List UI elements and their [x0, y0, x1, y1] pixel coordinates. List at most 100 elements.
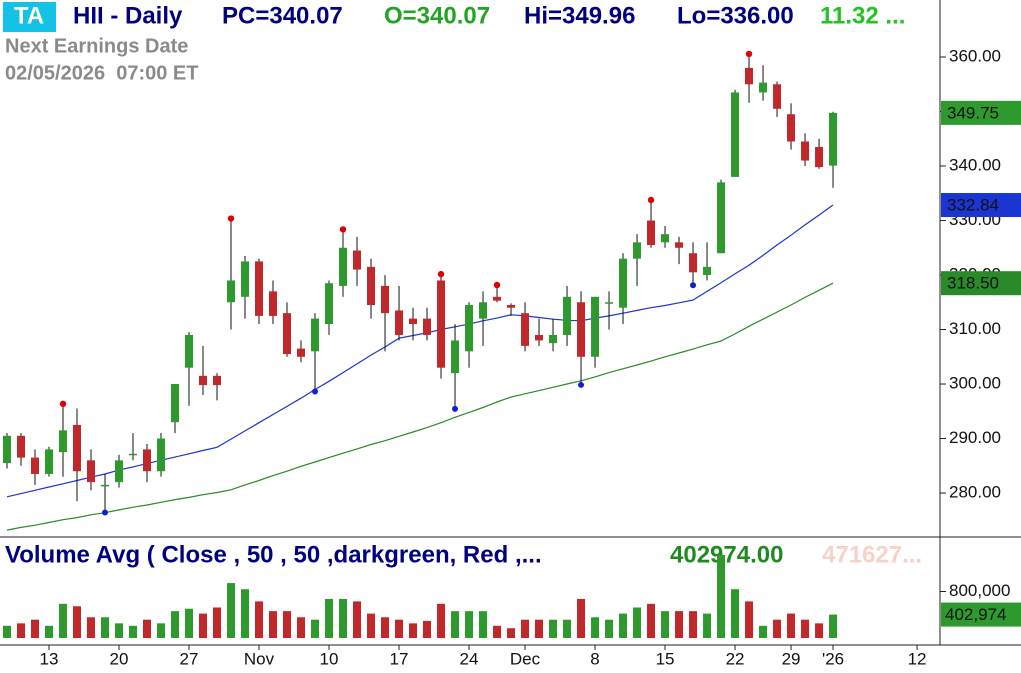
volume-bar — [661, 611, 670, 638]
volume-bar — [521, 619, 530, 638]
volume-bar — [31, 619, 40, 638]
price-tag-label: 332.84 — [947, 196, 999, 215]
candle-body — [731, 92, 740, 177]
candle-body — [157, 438, 166, 472]
volume-bar — [73, 606, 82, 638]
candle-body — [269, 291, 278, 316]
candle-body — [297, 348, 306, 357]
moving-average — [6, 282, 834, 531]
earnings-date: 02/05/2026 07:00 ET — [5, 62, 198, 84]
candle-body — [437, 280, 446, 368]
candle-body — [311, 318, 320, 352]
candle-body — [563, 296, 572, 335]
volume-bar — [213, 607, 222, 638]
x-tick-label: Dec — [510, 649, 541, 668]
price-tag-label: 318.50 — [947, 274, 999, 293]
volume-bar — [283, 611, 292, 638]
candle-body — [773, 84, 782, 109]
volume-tag-label: 402,974 — [945, 605, 1006, 624]
candle-body — [633, 242, 642, 259]
volume-bar — [143, 619, 152, 638]
volume-bar — [815, 623, 824, 638]
y-tick-label: 340.00 — [949, 156, 1001, 175]
x-tick-label: 10 — [320, 649, 339, 668]
volume-bar — [3, 625, 12, 638]
volume-bar — [59, 603, 68, 638]
symbol: TA — [14, 2, 44, 29]
candle-body — [185, 334, 194, 368]
volume-bar — [787, 613, 796, 638]
candle-body — [591, 296, 600, 357]
volume-bar — [311, 619, 320, 638]
candle-body — [815, 146, 824, 168]
volume-bar — [241, 589, 250, 638]
candle-body — [45, 449, 54, 474]
volume-tag — [941, 602, 1021, 627]
candle-body — [367, 266, 376, 305]
volume-bar — [745, 601, 754, 638]
candle-body — [115, 460, 124, 483]
candle-body — [605, 302, 614, 304]
candle-body — [73, 424, 82, 472]
volume-bar — [591, 617, 600, 638]
candle-body — [31, 457, 40, 474]
candle-body — [17, 435, 26, 458]
volume-bar — [395, 619, 404, 638]
candle-body — [479, 302, 488, 319]
candle-body — [101, 484, 110, 487]
candle-body — [395, 310, 404, 335]
symbol-box — [3, 2, 56, 32]
y-tick-label: 360.00 — [949, 46, 1001, 65]
volume-bar — [325, 598, 334, 638]
candle-body — [577, 302, 586, 357]
candle-body — [227, 280, 236, 303]
volume-bar — [255, 601, 264, 638]
candle-body — [717, 182, 726, 254]
candle-body — [59, 430, 68, 453]
y-tick-label: 800,000 — [949, 581, 1010, 600]
candle-body — [521, 313, 530, 346]
volume-bar — [577, 598, 586, 638]
candle-body — [241, 261, 250, 297]
open: O=340.07 — [384, 2, 490, 29]
volume-last: 402974.00 — [670, 541, 783, 568]
x-tick-label: 29 — [782, 649, 801, 668]
candle-body — [829, 112, 838, 166]
candle-body — [451, 340, 460, 374]
swing-high — [745, 50, 753, 58]
y-tick-label: 280.00 — [949, 483, 1001, 502]
volume-bar — [367, 613, 376, 638]
volume-bar — [423, 620, 432, 638]
candle-body — [549, 334, 558, 344]
swing-low — [102, 509, 109, 516]
x-tick-label: 17 — [390, 649, 409, 668]
volume-bar — [185, 608, 194, 638]
volume-bar — [437, 603, 446, 638]
candle-body — [283, 313, 292, 355]
volume-bar — [199, 613, 208, 638]
volume-bar — [493, 625, 502, 638]
x-tick-label: Nov — [244, 649, 275, 668]
volume-bar — [703, 613, 712, 638]
volume-bar — [465, 611, 474, 638]
volume-bar — [409, 623, 418, 638]
candle-body — [213, 375, 222, 386]
volume-bar — [759, 625, 768, 638]
earnings-label: Next Earnings Date — [5, 35, 188, 57]
volume-bar — [115, 623, 124, 638]
candle-body — [171, 384, 180, 423]
x-tick-label: 8 — [590, 649, 599, 668]
volume-bar — [297, 617, 306, 638]
candle-body — [325, 283, 334, 325]
volume-bar — [17, 623, 26, 638]
x-tick-label: 12 — [908, 649, 927, 668]
candle-body — [787, 114, 796, 142]
x-tick-label: 20 — [110, 649, 129, 668]
y-tick-label: 300.00 — [949, 374, 1001, 393]
candle-body — [661, 234, 670, 243]
swing-low — [690, 282, 697, 289]
volume-bar — [605, 619, 614, 638]
volume-bar — [549, 619, 558, 638]
volume-bar — [535, 619, 544, 638]
